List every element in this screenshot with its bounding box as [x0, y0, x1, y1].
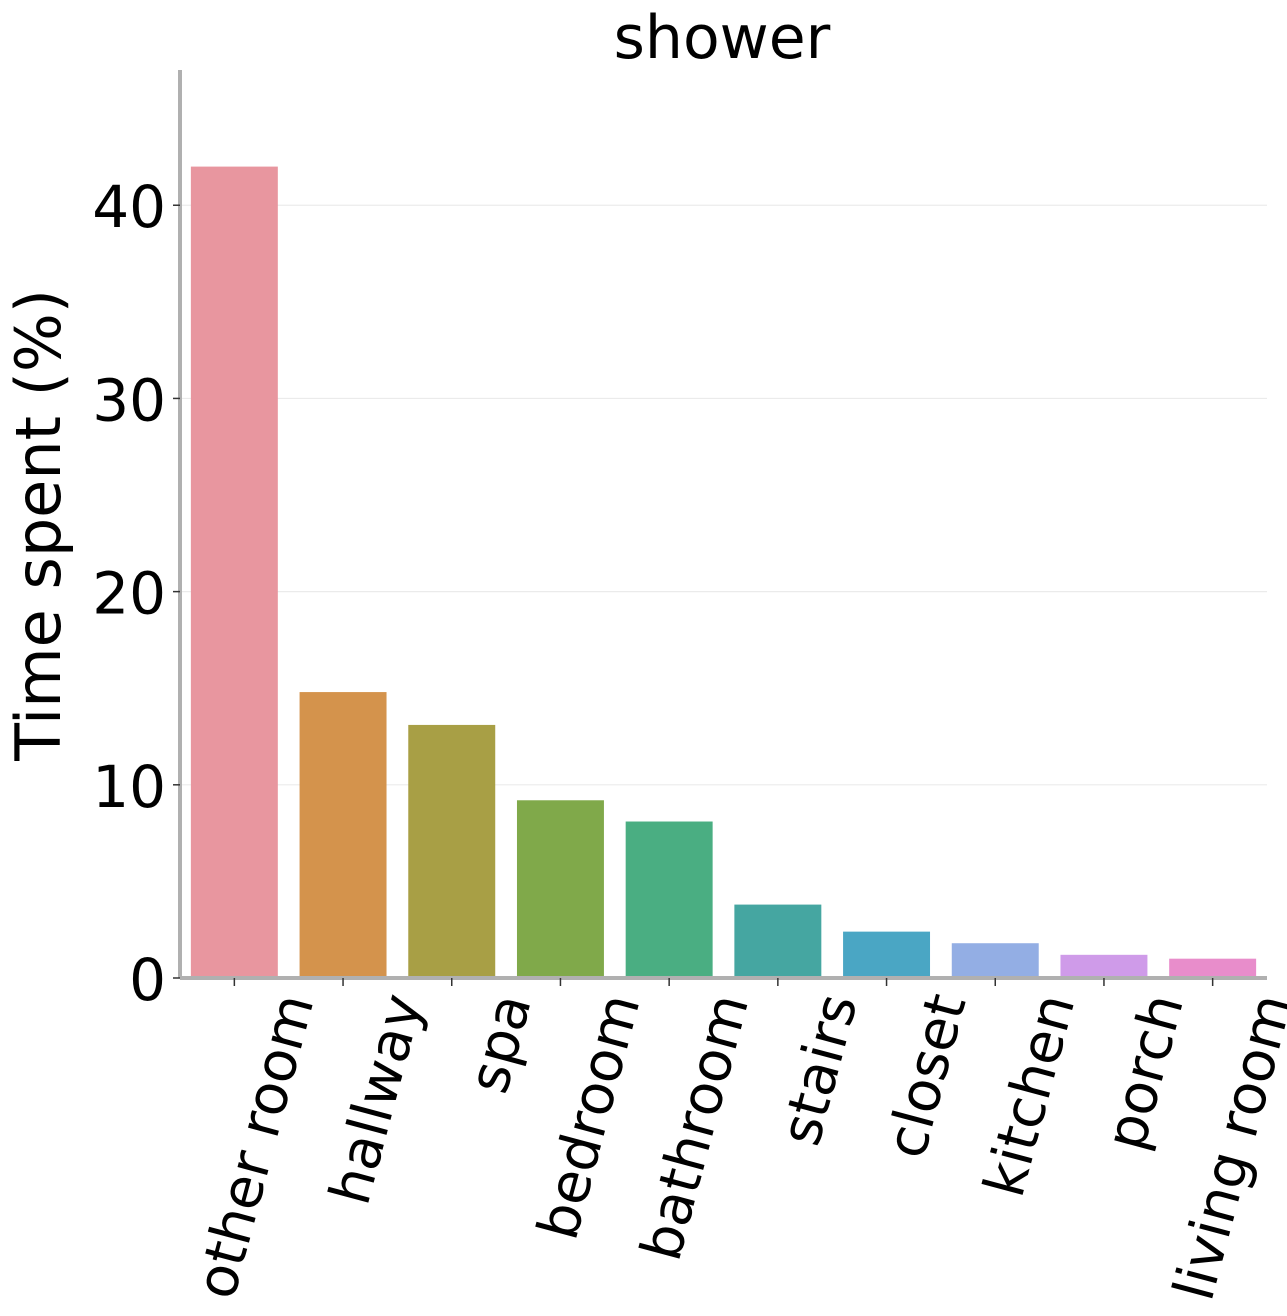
chart-title: shower — [614, 3, 831, 73]
x-tick-label-bathroom: bathroom — [629, 987, 762, 1267]
x-tick-label-porch: porch — [1093, 987, 1197, 1156]
y-tick-label-30: 30 — [92, 366, 166, 434]
y-ticks: 0 10 20 30 40 — [92, 173, 180, 1014]
x-tick-label-kitchen: kitchen — [972, 987, 1088, 1203]
bar-hallway — [299, 692, 387, 978]
bar-other-room — [190, 166, 278, 978]
y-tick-label-0: 0 — [129, 946, 166, 1014]
x-tick-label-other-room: other room — [184, 987, 328, 1305]
grid-lines — [180, 204, 1267, 786]
bars — [190, 166, 1257, 978]
bar-porch — [1060, 954, 1148, 978]
bar-bathroom — [625, 821, 713, 978]
y-axis-label: Time spent (%) — [2, 289, 75, 762]
bar-closet — [843, 931, 931, 978]
x-tick-label-spa: spa — [456, 987, 544, 1099]
x-tick-label-stairs: stairs — [768, 987, 870, 1152]
x-tick-label-closet: closet — [874, 987, 980, 1164]
bar-living-room — [1169, 958, 1257, 978]
x-tick-label-bedroom: bedroom — [526, 987, 654, 1246]
bar-stairs — [734, 904, 822, 978]
bar-spa — [408, 724, 496, 978]
bar-kitchen — [951, 943, 1039, 978]
axes — [178, 70, 1267, 980]
bar-bedroom — [516, 800, 604, 978]
y-tick-label-10: 10 — [92, 753, 166, 821]
y-tick-label-40: 40 — [92, 173, 166, 241]
x-tick-label-hallway: hallway — [318, 987, 436, 1211]
y-tick-label-20: 20 — [92, 560, 166, 628]
